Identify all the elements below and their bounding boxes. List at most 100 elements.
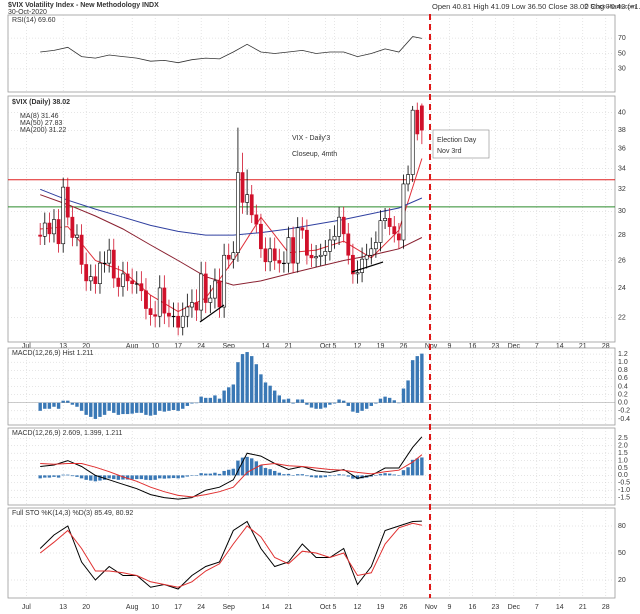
candle-body xyxy=(162,287,167,314)
histogram-bar xyxy=(291,475,295,476)
x-tick-label: 26 xyxy=(400,343,408,350)
histogram-bar xyxy=(383,473,387,476)
x-tick-label: 13 xyxy=(59,343,67,350)
legend-entry: MA(50) 27.83 xyxy=(20,120,63,127)
candle-body xyxy=(61,186,66,245)
candle-body xyxy=(139,283,144,292)
histogram-bar xyxy=(369,402,373,406)
note: Nov 3rd xyxy=(437,148,462,155)
y-tick-label: 0.8 xyxy=(618,367,628,374)
histogram-bar xyxy=(314,475,318,478)
histogram-bar xyxy=(194,402,199,404)
x-tick-label: Jul xyxy=(22,604,31,611)
x-tick-label: 13 xyxy=(59,604,67,611)
histogram-bar xyxy=(286,473,291,476)
series-line xyxy=(40,36,422,64)
x-tick-label: 12 xyxy=(354,343,362,350)
candle-body xyxy=(245,194,250,203)
legend-entry: MACD(12,26,9) Hist 1.211 xyxy=(12,350,94,357)
y-tick-label: 1.2 xyxy=(618,351,628,358)
histogram-bar xyxy=(332,475,337,476)
histogram-bar xyxy=(98,475,102,481)
x-tick-label: Sep xyxy=(222,604,235,611)
histogram-bar xyxy=(277,472,282,476)
histogram-bar xyxy=(116,402,121,415)
histogram-bar xyxy=(213,472,217,476)
histogram-bar xyxy=(282,474,286,476)
y-tick-label: 0.0 xyxy=(618,472,628,479)
histogram-bar xyxy=(374,402,378,404)
x-tick-label: Oct xyxy=(320,604,331,611)
y-tick-label: 30 xyxy=(618,66,626,73)
histogram-bar xyxy=(135,475,139,480)
candle-body xyxy=(249,194,254,216)
y-tick-label: 2.0 xyxy=(618,443,628,450)
histogram-bar xyxy=(79,402,84,411)
x-tick-label: 16 xyxy=(469,343,477,350)
histogram-bar xyxy=(378,473,383,476)
histogram-bar xyxy=(387,473,392,476)
y-tick-label: 50 xyxy=(618,50,626,57)
x-tick-label: 19 xyxy=(377,604,385,611)
histogram-bar xyxy=(305,475,309,477)
histogram-bar xyxy=(199,396,203,403)
histogram-bar xyxy=(125,475,130,480)
trend-line xyxy=(199,304,225,323)
histogram-bar xyxy=(89,475,93,481)
x-tick-label: 5 xyxy=(333,604,337,611)
candle-body xyxy=(111,249,116,279)
histogram-bar xyxy=(130,402,134,414)
y-tick-label: 2.5 xyxy=(618,435,628,442)
candle-body xyxy=(419,105,424,131)
histogram-bar xyxy=(61,474,65,476)
histogram-bar xyxy=(43,475,47,478)
y-tick-label: 50 xyxy=(618,550,626,557)
candle-body xyxy=(84,264,89,282)
y-tick-label: 36 xyxy=(618,146,626,153)
candle-body xyxy=(52,219,56,235)
candle-body xyxy=(47,222,52,235)
histogram-bar xyxy=(66,400,70,403)
y-tick-label: 0.5 xyxy=(618,465,628,472)
histogram-bar xyxy=(328,475,332,477)
legend-entry: $VIX (Daily) 38.02 xyxy=(12,99,70,106)
histogram-bar xyxy=(153,475,157,480)
candle-body xyxy=(199,273,204,311)
histogram-bar xyxy=(112,475,116,480)
candle-body xyxy=(56,219,61,245)
histogram-bar xyxy=(199,473,203,476)
histogram-bar xyxy=(93,475,98,482)
histogram-bar xyxy=(236,362,240,403)
candle-body xyxy=(406,174,410,185)
y-tick-label: 0.6 xyxy=(618,375,628,382)
histogram-bar xyxy=(397,475,401,476)
candle-body xyxy=(295,227,300,264)
panel-label: Full STO %K(14,3) %D(3) 85.49, 80.92 xyxy=(12,510,133,517)
candle-body xyxy=(272,248,277,261)
chart-subtitle: 30-Oct-2020 xyxy=(8,9,47,16)
histogram-bar xyxy=(300,399,305,403)
histogram-bar xyxy=(144,402,148,415)
candle-body xyxy=(323,251,328,256)
histogram-bar xyxy=(328,402,332,405)
histogram-bar xyxy=(130,475,134,480)
histogram-bar xyxy=(190,475,194,476)
histogram-bar xyxy=(263,467,268,476)
x-tick-label: 20 xyxy=(82,343,90,350)
histogram-bar xyxy=(176,402,180,411)
y-tick-label: 40 xyxy=(618,110,626,117)
y-tick-label: -1.5 xyxy=(618,494,630,501)
y-tick-label: -0.5 xyxy=(618,480,630,487)
histogram-bar xyxy=(213,395,217,403)
histogram-bar xyxy=(116,475,121,480)
candle-body xyxy=(102,262,107,265)
x-tick-label: Dec xyxy=(508,604,521,611)
x-tick-label: 23 xyxy=(492,604,500,611)
chart-title: $VIX Volatility Index - New Methodology … xyxy=(8,2,159,9)
histogram-bar xyxy=(351,475,355,479)
x-tick-label: 14 xyxy=(556,343,564,350)
histogram-bar xyxy=(84,402,88,415)
x-tick-label: Sep xyxy=(222,343,235,350)
histogram-bar xyxy=(98,402,102,417)
